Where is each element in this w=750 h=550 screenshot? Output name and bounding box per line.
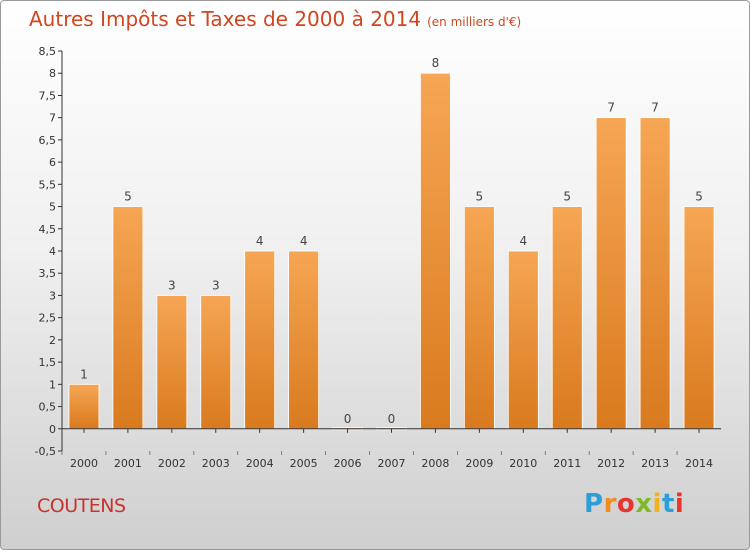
data-label: 5: [476, 190, 484, 204]
y-tick-label: -0,5: [35, 445, 56, 458]
bar: [463, 206, 495, 430]
data-label: 0: [388, 412, 396, 426]
y-tick-label: 2: [49, 334, 56, 347]
logo-letter: r: [603, 489, 617, 519]
y-tick-label: 0: [49, 423, 56, 436]
logo-letter: i: [652, 489, 662, 519]
data-label: 7: [607, 101, 615, 115]
bar: [683, 206, 715, 430]
y-tick-label: 7: [49, 112, 56, 125]
bars: 1 5 3 3 4 4 0 0 8 5 4 5 7 7 5: [68, 56, 715, 431]
x-tick-label: 2014: [685, 457, 713, 470]
x-tick-label: 2004: [246, 457, 274, 470]
x-tick-label: 2007: [378, 457, 406, 470]
logo-letter: P: [584, 489, 604, 519]
data-label: 5: [124, 190, 132, 204]
bar: [507, 250, 539, 430]
y-tick-label: 6: [49, 156, 56, 169]
data-label: 3: [168, 278, 176, 292]
x-tick-label: 2002: [158, 457, 186, 470]
data-label: 3: [212, 278, 220, 292]
y-tick-label: 1: [49, 378, 56, 391]
x-tick-label: 2011: [553, 457, 581, 470]
x-tick-label: 2000: [70, 457, 98, 470]
data-label: 7: [651, 101, 659, 115]
bar: [595, 117, 627, 430]
data-label: 1: [80, 367, 88, 381]
y-axis: -0,5 0 0,5 1 1,5 2 2,5 3 3,5 4 4,5 5 5,5 6 6,5 7 7,5 8 8,5: [35, 45, 63, 458]
chart-title-text: Autres Impôts et Taxes de 2000 à 2014: [29, 7, 422, 31]
bar: [551, 206, 583, 430]
y-tick-label: 3,5: [39, 267, 57, 280]
logo-letter: t: [661, 489, 675, 519]
data-label: 8: [432, 56, 440, 70]
x-tick-label: 2010: [509, 457, 537, 470]
y-tick-label: 1,5: [39, 356, 57, 369]
logo-letter: x: [635, 489, 653, 519]
y-tick-label: 3: [49, 289, 56, 302]
bar: [112, 206, 144, 430]
chart-title: Autres Impôts et Taxes de 2000 à 2014 (en…: [29, 7, 521, 31]
bar: [420, 72, 451, 430]
data-label: 5: [695, 190, 703, 204]
x-axis: 2000 2001 2002 2003 2004 2005 2006 2007 2008 2009…: [61, 428, 721, 470]
y-tick-label: 8,5: [39, 45, 57, 58]
bar: [156, 295, 188, 430]
y-tick-label: 2,5: [39, 312, 57, 325]
data-label: 4: [519, 234, 527, 248]
logo-letter: o: [616, 489, 636, 519]
bar: [200, 295, 232, 430]
x-tick-label: 2003: [202, 457, 230, 470]
x-tick-label: 2006: [334, 457, 362, 470]
y-tick-label: 8: [49, 67, 56, 80]
x-tick-label: 2008: [421, 457, 449, 470]
x-tick-label: 2001: [114, 457, 142, 470]
y-tick-label: 0,5: [39, 401, 57, 414]
y-tick-label: 5: [49, 201, 56, 214]
proxiti-logo: Proxiti: [584, 489, 684, 519]
bar: [288, 250, 320, 430]
y-tick-label: 4: [49, 245, 56, 258]
bar: [244, 250, 276, 430]
data-label: 4: [256, 234, 264, 248]
y-tick-label: 4,5: [39, 223, 57, 236]
y-tick-label: 7,5: [39, 89, 57, 102]
y-tick-label: 6,5: [39, 134, 57, 147]
logo-letter: i: [674, 489, 685, 519]
bar: [68, 383, 100, 430]
x-tick-label: 2005: [290, 457, 318, 470]
chart-subtitle: (en milliers d'€): [427, 15, 522, 29]
data-label: 0: [344, 412, 352, 426]
y-tick-label: 5,5: [39, 178, 57, 191]
data-label: 4: [300, 234, 308, 248]
data-label: 5: [563, 190, 571, 204]
commune-name: COUTENS: [37, 495, 126, 517]
x-tick-label: 2009: [465, 457, 493, 470]
bar: [639, 117, 671, 430]
x-tick-label: 2013: [641, 457, 669, 470]
x-tick-label: 2012: [597, 457, 625, 470]
